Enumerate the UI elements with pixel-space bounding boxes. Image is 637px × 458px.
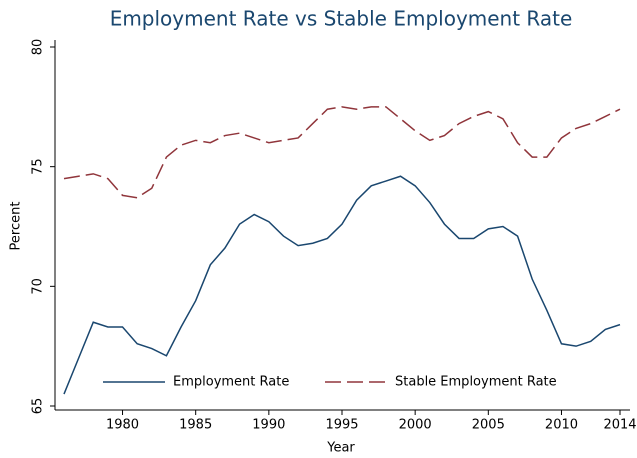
legend-label: Employment Rate: [173, 375, 289, 390]
y-tick-label: 75: [31, 158, 46, 175]
chart-title: Employment Rate vs Stable Employment Rat…: [110, 7, 573, 31]
y-tick-label: 80: [31, 39, 46, 56]
y-axis-title: Percent: [9, 202, 24, 251]
x-tick-label: 2000: [399, 418, 432, 433]
x-tick-label: 2014: [603, 418, 636, 433]
legend-label: Stable Employment Rate: [395, 375, 557, 390]
x-tick-label: 2005: [472, 418, 505, 433]
x-tick-label: 2010: [545, 418, 578, 433]
y-tick-label: 70: [31, 278, 46, 295]
x-tick-label: 1995: [325, 418, 358, 433]
x-tick-label: 1990: [252, 418, 285, 433]
x-tick-label: 1985: [179, 418, 212, 433]
x-tick-label: 1980: [106, 418, 139, 433]
y-tick-label: 65: [31, 398, 46, 415]
x-axis-title: Year: [326, 441, 355, 456]
series-line: [63, 106, 621, 199]
series-line: [63, 175, 621, 395]
